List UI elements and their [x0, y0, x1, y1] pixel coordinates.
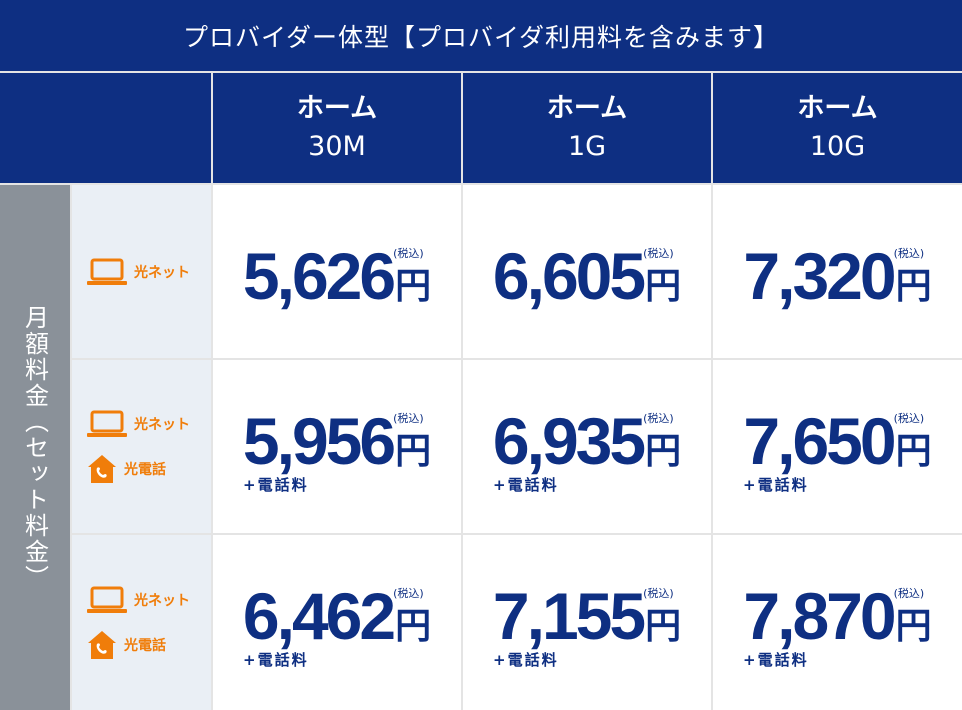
service-cell-row1: 光ネット — [72, 185, 211, 358]
price: 7,650 (税込) 円 — [713, 408, 962, 474]
tax-note: (税込) — [393, 412, 424, 425]
service-net-label: 光ネット — [134, 416, 190, 433]
house-phone-icon — [88, 454, 116, 483]
laptop-icon — [87, 410, 127, 437]
tax-note: (税込) — [393, 247, 424, 260]
price-cell: 7,870 (税込) 円 +電話料 — [713, 535, 962, 710]
price-value: 7,650 — [743, 404, 896, 478]
plan-speed: 1G — [567, 131, 607, 162]
plan-name: ホーム — [296, 93, 378, 124]
service-phone: 光電話 — [86, 453, 211, 485]
price: 5,626 (税込) 円 — [213, 243, 461, 309]
service-net-label: 光ネット — [134, 592, 190, 609]
phone-fee-note: +電話料 — [243, 476, 309, 494]
service-net-label: 光ネット — [134, 264, 190, 281]
price-cell: 7,320 (税込) 円 — [713, 185, 962, 358]
monthly-fee-label: 月額料金（セット料金） — [0, 185, 70, 710]
price-cell: 6,935 (税込) 円 +電話料 — [463, 360, 711, 533]
price-cell: 6,462 (税込) 円 +電話料 — [213, 535, 461, 710]
plan-header-30m: ホーム 30M — [213, 73, 461, 183]
laptop-icon — [87, 258, 127, 285]
yen-unit: 円 — [895, 266, 932, 307]
price: 7,320 (税込) 円 — [713, 243, 962, 309]
plan-header-1g: ホーム 1G — [463, 73, 711, 183]
price-cell: 7,650 (税込) 円 +電話料 — [713, 360, 962, 533]
header-corner — [0, 73, 211, 183]
service-net: 光ネット — [86, 257, 211, 287]
price-value: 5,626 — [242, 239, 396, 313]
price-value: 7,320 — [743, 239, 896, 313]
tax-note: (税込) — [643, 247, 674, 260]
price-cell: 6,605 (税込) 円 — [463, 185, 711, 358]
price-value: 6,462 — [242, 579, 396, 653]
service-net: 光ネット — [86, 409, 211, 439]
price-value: 6,935 — [492, 404, 646, 478]
price: 7,155 (税込) 円 — [463, 583, 711, 649]
price-value: 6,605 — [492, 239, 646, 313]
price-value: 7,870 — [743, 579, 896, 653]
yen-unit: 円 — [645, 266, 682, 307]
tax-note: (税込) — [643, 412, 674, 425]
tax-note: (税込) — [643, 587, 674, 600]
price-cell: 7,155 (税込) 円 +電話料 — [463, 535, 711, 710]
plan-speed: 30M — [308, 131, 366, 162]
yen-unit: 円 — [895, 431, 932, 472]
phone-fee-note: +電話料 — [743, 476, 809, 494]
plan-name: ホーム — [797, 93, 878, 124]
yen-unit: 円 — [895, 606, 932, 647]
yen-unit: 円 — [395, 431, 432, 472]
plan-speed: 10G — [809, 131, 866, 162]
tax-note: (税込) — [893, 412, 925, 425]
price: 6,605 (税込) 円 — [463, 243, 711, 309]
price: 5,956 (税込) 円 — [213, 408, 461, 474]
yen-unit: 円 — [645, 606, 682, 647]
phone-fee-note: +電話料 — [243, 651, 309, 669]
price-cell: 5,626 (税込) 円 — [213, 185, 461, 358]
service-phone: 光電話 — [86, 629, 211, 661]
yen-unit: 円 — [395, 266, 432, 307]
service-cell-row2: 光ネット 光電話 — [72, 360, 211, 533]
laptop-icon — [87, 586, 127, 613]
phone-fee-note: +電話料 — [493, 476, 559, 494]
price: 6,935 (税込) 円 — [463, 408, 711, 474]
service-cell-row3: 光ネット 光電話 — [72, 535, 211, 710]
price: 6,462 (税込) 円 — [213, 583, 461, 649]
plan-header-10g: ホーム 10G — [713, 73, 962, 183]
service-phone-label: 光電話 — [124, 637, 166, 654]
phone-fee-note: +電話料 — [493, 651, 559, 669]
monthly-fee-text: 月額料金（セット料金） — [20, 304, 49, 591]
yen-unit: 円 — [645, 431, 682, 472]
tax-note: (税込) — [893, 587, 925, 600]
house-phone-icon — [88, 630, 116, 659]
price-cell: 5,956 (税込) 円 +電話料 — [213, 360, 461, 533]
price-value: 5,956 — [242, 404, 396, 478]
table-title: プロバイダー体型【プロバイダ利用料を含みます】 — [0, 0, 962, 71]
service-net: 光ネット — [86, 585, 211, 615]
plan-name: ホーム — [546, 93, 628, 124]
yen-unit: 円 — [395, 606, 432, 647]
tax-note: (税込) — [393, 587, 424, 600]
price-value: 7,155 — [492, 579, 646, 653]
tax-note: (税込) — [893, 247, 925, 260]
service-phone-label: 光電話 — [124, 461, 166, 478]
phone-fee-note: +電話料 — [743, 651, 809, 669]
price: 7,870 (税込) 円 — [713, 583, 962, 649]
